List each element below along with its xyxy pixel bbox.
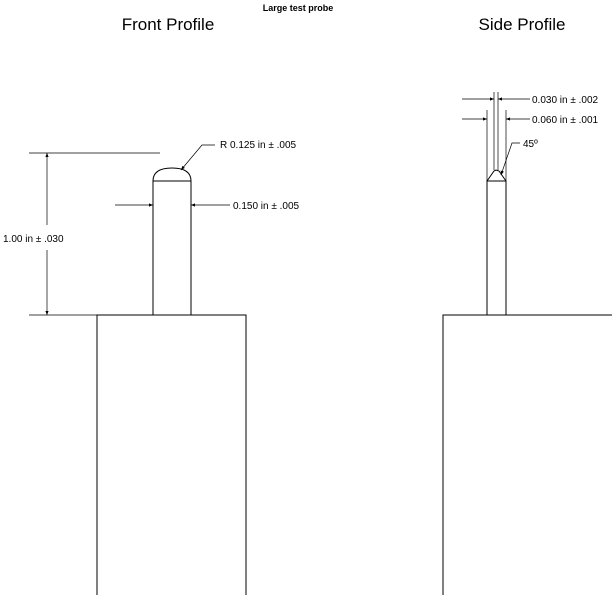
side-probe-shank (486, 169, 507, 315)
front-probe-tip (152, 167, 192, 182)
shank-width-label: 0.060 in ± .001 (532, 115, 599, 126)
side-profile-heading: Side Profile (479, 15, 566, 34)
angle-label: 45º (523, 139, 538, 150)
tip-width-label: 0.030 in ± .002 (532, 95, 599, 106)
radius-dimension-label: R 0.125 in ± .005 (220, 140, 297, 151)
diameter-dimension-label: 0.150 in ± .005 (233, 201, 300, 212)
height-dimension-label: 1.00 in ± .030 (3, 234, 64, 245)
angle-leader (500, 142, 520, 176)
front-probe-shank (152, 180, 192, 315)
side-body-outline (442, 314, 612, 595)
radius-leader (180, 144, 215, 171)
side-profile: 0.030 in ± .002 0.060 in ± .001 45º (442, 92, 612, 595)
front-profile-heading: Front Profile (122, 15, 215, 34)
front-body-outline (96, 314, 247, 595)
front-profile: R 0.125 in ± .005 0.150 in ± .005 1.00 i… (3, 140, 300, 595)
drawing-title: Large test probe (263, 3, 334, 13)
